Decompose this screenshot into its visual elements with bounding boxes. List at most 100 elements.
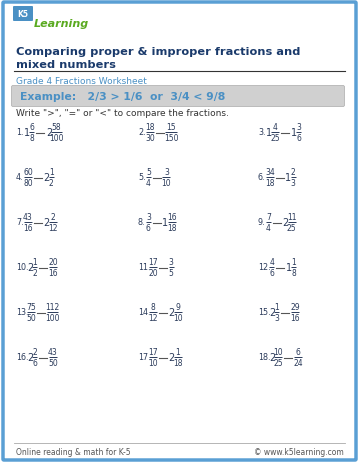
Text: 50: 50	[48, 358, 58, 367]
Text: 2: 2	[46, 128, 52, 138]
Text: 4: 4	[269, 258, 274, 267]
Text: 2.: 2.	[138, 128, 146, 137]
Text: 58: 58	[52, 123, 61, 132]
Text: 80: 80	[23, 179, 33, 188]
Text: 6: 6	[146, 224, 151, 232]
Text: 10: 10	[173, 313, 183, 322]
Text: 16: 16	[48, 269, 58, 277]
Text: 15.: 15.	[258, 308, 271, 317]
Text: 3: 3	[164, 168, 169, 177]
Text: 4: 4	[146, 179, 151, 188]
Text: 8: 8	[29, 134, 34, 143]
Text: © www.k5learning.com: © www.k5learning.com	[254, 448, 344, 457]
Text: 43: 43	[48, 348, 58, 357]
Text: 13.: 13.	[16, 308, 28, 317]
Text: 14.: 14.	[138, 308, 150, 317]
Text: K5: K5	[18, 10, 28, 19]
Text: 18.: 18.	[258, 353, 270, 362]
Text: 25: 25	[274, 358, 283, 367]
Text: 6: 6	[33, 358, 37, 367]
Text: 9.: 9.	[258, 218, 266, 227]
Text: 5.: 5.	[138, 173, 146, 182]
Text: 16.: 16.	[16, 353, 28, 362]
Text: 16: 16	[290, 313, 300, 322]
Text: 34: 34	[265, 168, 275, 177]
Text: 1: 1	[176, 348, 180, 357]
Text: 2: 2	[33, 269, 37, 277]
Text: 2: 2	[27, 263, 33, 272]
Text: 150: 150	[164, 134, 178, 143]
Text: Learning: Learning	[34, 19, 89, 29]
Text: 60: 60	[23, 168, 33, 177]
Text: 50: 50	[26, 313, 36, 322]
Text: 12: 12	[148, 313, 158, 322]
Text: 10: 10	[274, 348, 283, 357]
Text: 5: 5	[169, 269, 173, 277]
Text: 2: 2	[269, 307, 275, 317]
Text: 1: 1	[291, 258, 296, 267]
Text: 5: 5	[146, 168, 151, 177]
Text: 29: 29	[290, 303, 300, 312]
Text: 1: 1	[24, 128, 30, 138]
Text: 3: 3	[146, 213, 151, 222]
Text: 1: 1	[162, 218, 168, 227]
Text: 20: 20	[148, 269, 158, 277]
Text: 1.: 1.	[16, 128, 23, 137]
Text: 20: 20	[48, 258, 58, 267]
Text: 3.: 3.	[258, 128, 266, 137]
Text: 6: 6	[295, 348, 300, 357]
Text: 18: 18	[167, 224, 177, 232]
Text: 7.: 7.	[16, 218, 24, 227]
Text: 75: 75	[26, 303, 36, 312]
Text: 1: 1	[275, 303, 279, 312]
Text: 25: 25	[287, 224, 297, 232]
Text: mixed numbers: mixed numbers	[16, 60, 116, 70]
Text: Comparing proper & improper fractions and: Comparing proper & improper fractions an…	[16, 47, 300, 57]
Text: 15: 15	[166, 123, 176, 132]
Text: 1: 1	[285, 173, 292, 182]
Text: 18: 18	[265, 179, 275, 188]
Text: 4.: 4.	[16, 173, 23, 182]
Text: 43: 43	[23, 213, 33, 222]
Text: 100: 100	[45, 313, 59, 322]
Text: 10: 10	[162, 179, 171, 188]
Text: 2: 2	[283, 218, 289, 227]
Text: 7: 7	[266, 213, 271, 222]
Text: 6: 6	[29, 123, 34, 132]
Text: 12.: 12.	[258, 263, 271, 272]
Text: Grade 4 Fractions Worksheet: Grade 4 Fractions Worksheet	[16, 77, 147, 86]
Text: 2: 2	[50, 213, 55, 222]
Text: 2: 2	[291, 168, 296, 177]
Text: 17: 17	[148, 258, 158, 267]
Text: 1: 1	[291, 128, 297, 138]
Text: 2: 2	[269, 352, 275, 362]
Text: Online reading & math for K-5: Online reading & math for K-5	[16, 448, 131, 457]
Text: 17: 17	[148, 348, 158, 357]
Text: 6.: 6.	[258, 173, 266, 182]
Text: 24: 24	[293, 358, 303, 367]
Text: 3: 3	[296, 123, 301, 132]
Text: 6: 6	[269, 269, 274, 277]
Text: 100: 100	[50, 134, 64, 143]
Text: 6: 6	[296, 134, 301, 143]
Text: 18: 18	[173, 358, 183, 367]
Text: 2: 2	[49, 179, 53, 188]
Text: 1: 1	[33, 258, 37, 267]
Text: 10.: 10.	[16, 263, 28, 272]
Text: 25: 25	[270, 134, 280, 143]
Text: Write ">", "=" or "<" to compare the fractions.: Write ">", "=" or "<" to compare the fra…	[16, 108, 229, 117]
Text: 8: 8	[151, 303, 155, 312]
Text: 16: 16	[23, 224, 33, 232]
FancyBboxPatch shape	[13, 7, 33, 22]
Text: 2: 2	[27, 352, 33, 362]
Text: 11: 11	[287, 213, 297, 222]
Text: 30: 30	[145, 134, 155, 143]
Text: 8: 8	[291, 269, 296, 277]
Text: 8.: 8.	[138, 218, 145, 227]
Text: 112: 112	[45, 303, 59, 312]
Text: 9: 9	[176, 303, 181, 312]
Text: 2: 2	[33, 348, 37, 357]
Text: 1: 1	[49, 168, 53, 177]
Text: 4: 4	[273, 123, 278, 132]
FancyBboxPatch shape	[11, 86, 345, 107]
